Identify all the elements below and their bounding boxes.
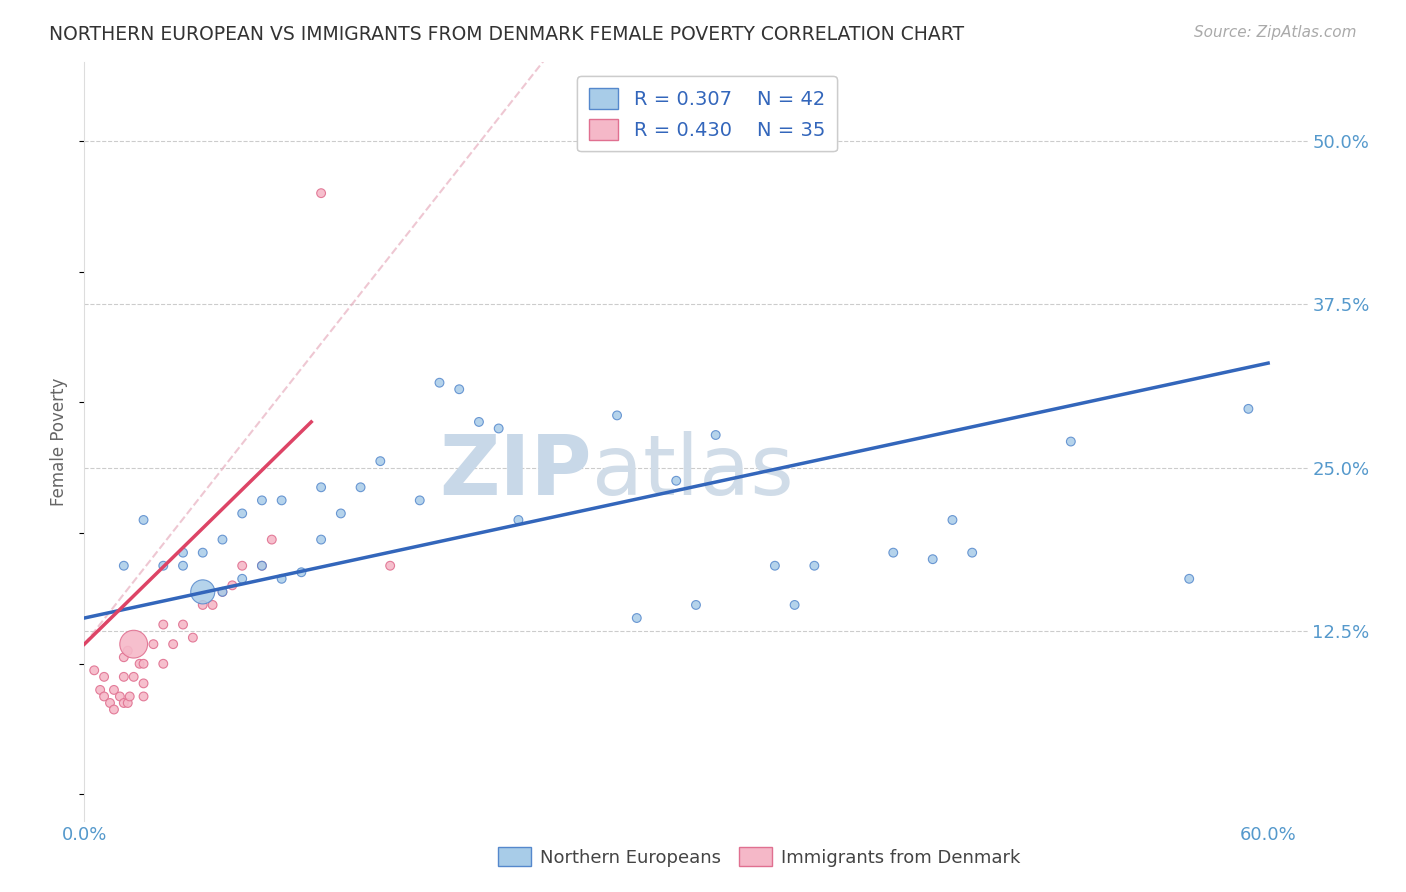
Point <box>191 598 214 612</box>
Point <box>152 617 174 632</box>
Point <box>368 454 391 468</box>
Point <box>181 631 204 645</box>
Point <box>108 690 131 704</box>
Point <box>309 533 332 547</box>
Point <box>449 382 471 396</box>
Point <box>270 493 292 508</box>
Point <box>112 558 135 573</box>
Point <box>1178 572 1201 586</box>
Point <box>132 690 155 704</box>
Point <box>122 670 145 684</box>
Point <box>665 474 688 488</box>
Point <box>290 566 312 580</box>
Point <box>783 598 806 612</box>
Legend: R = 0.307    N = 42, R = 0.430    N = 35: R = 0.307 N = 42, R = 0.430 N = 35 <box>578 76 837 152</box>
Point <box>211 533 233 547</box>
Point <box>250 558 273 573</box>
Point <box>882 546 904 560</box>
Point <box>103 702 125 716</box>
Point <box>112 670 135 684</box>
Point <box>103 682 125 697</box>
Text: Source: ZipAtlas.com: Source: ZipAtlas.com <box>1194 25 1357 40</box>
Y-axis label: Female Poverty: Female Poverty <box>51 377 69 506</box>
Point <box>112 696 135 710</box>
Point <box>329 507 352 521</box>
Text: NORTHERN EUROPEAN VS IMMIGRANTS FROM DENMARK FEMALE POVERTY CORRELATION CHART: NORTHERN EUROPEAN VS IMMIGRANTS FROM DEN… <box>49 25 965 44</box>
Point <box>118 690 141 704</box>
Point <box>1060 434 1083 449</box>
Point <box>128 657 150 671</box>
Point <box>201 598 224 612</box>
Point <box>763 558 786 573</box>
Point <box>409 493 432 508</box>
Point <box>260 533 283 547</box>
Point <box>429 376 451 390</box>
Point <box>221 578 243 592</box>
Legend: Northern Europeans, Immigrants from Denmark: Northern Europeans, Immigrants from Denm… <box>491 840 1028 874</box>
Point <box>191 546 214 560</box>
Point <box>309 480 332 494</box>
Point <box>162 637 184 651</box>
Point <box>132 657 155 671</box>
Point <box>152 558 174 573</box>
Point <box>142 637 165 651</box>
Point <box>211 585 233 599</box>
Point <box>468 415 491 429</box>
Point <box>488 421 510 435</box>
Point <box>132 513 155 527</box>
Point <box>93 670 115 684</box>
Point <box>380 558 402 573</box>
Point <box>803 558 825 573</box>
Point <box>211 585 233 599</box>
Point <box>626 611 648 625</box>
Point <box>508 513 530 527</box>
Point <box>122 637 145 651</box>
Point <box>704 428 727 442</box>
Point <box>117 696 139 710</box>
Point <box>1237 401 1260 416</box>
Point <box>250 493 273 508</box>
Point <box>921 552 943 566</box>
Point <box>172 546 194 560</box>
Point <box>172 617 194 632</box>
Point <box>685 598 707 612</box>
Point <box>231 558 253 573</box>
Point <box>231 507 253 521</box>
Point <box>250 558 273 573</box>
Point <box>309 186 332 201</box>
Point <box>960 546 983 560</box>
Point <box>152 657 174 671</box>
Text: atlas: atlas <box>592 432 794 512</box>
Point <box>98 696 121 710</box>
Point <box>941 513 963 527</box>
Point <box>606 409 628 423</box>
Point <box>191 585 214 599</box>
Point <box>89 682 111 697</box>
Point <box>112 650 135 665</box>
Point <box>349 480 371 494</box>
Point <box>132 676 155 690</box>
Point <box>231 572 253 586</box>
Text: ZIP: ZIP <box>440 432 592 512</box>
Point <box>117 643 139 657</box>
Point <box>172 558 194 573</box>
Point <box>83 663 105 677</box>
Point <box>93 690 115 704</box>
Point <box>270 572 292 586</box>
